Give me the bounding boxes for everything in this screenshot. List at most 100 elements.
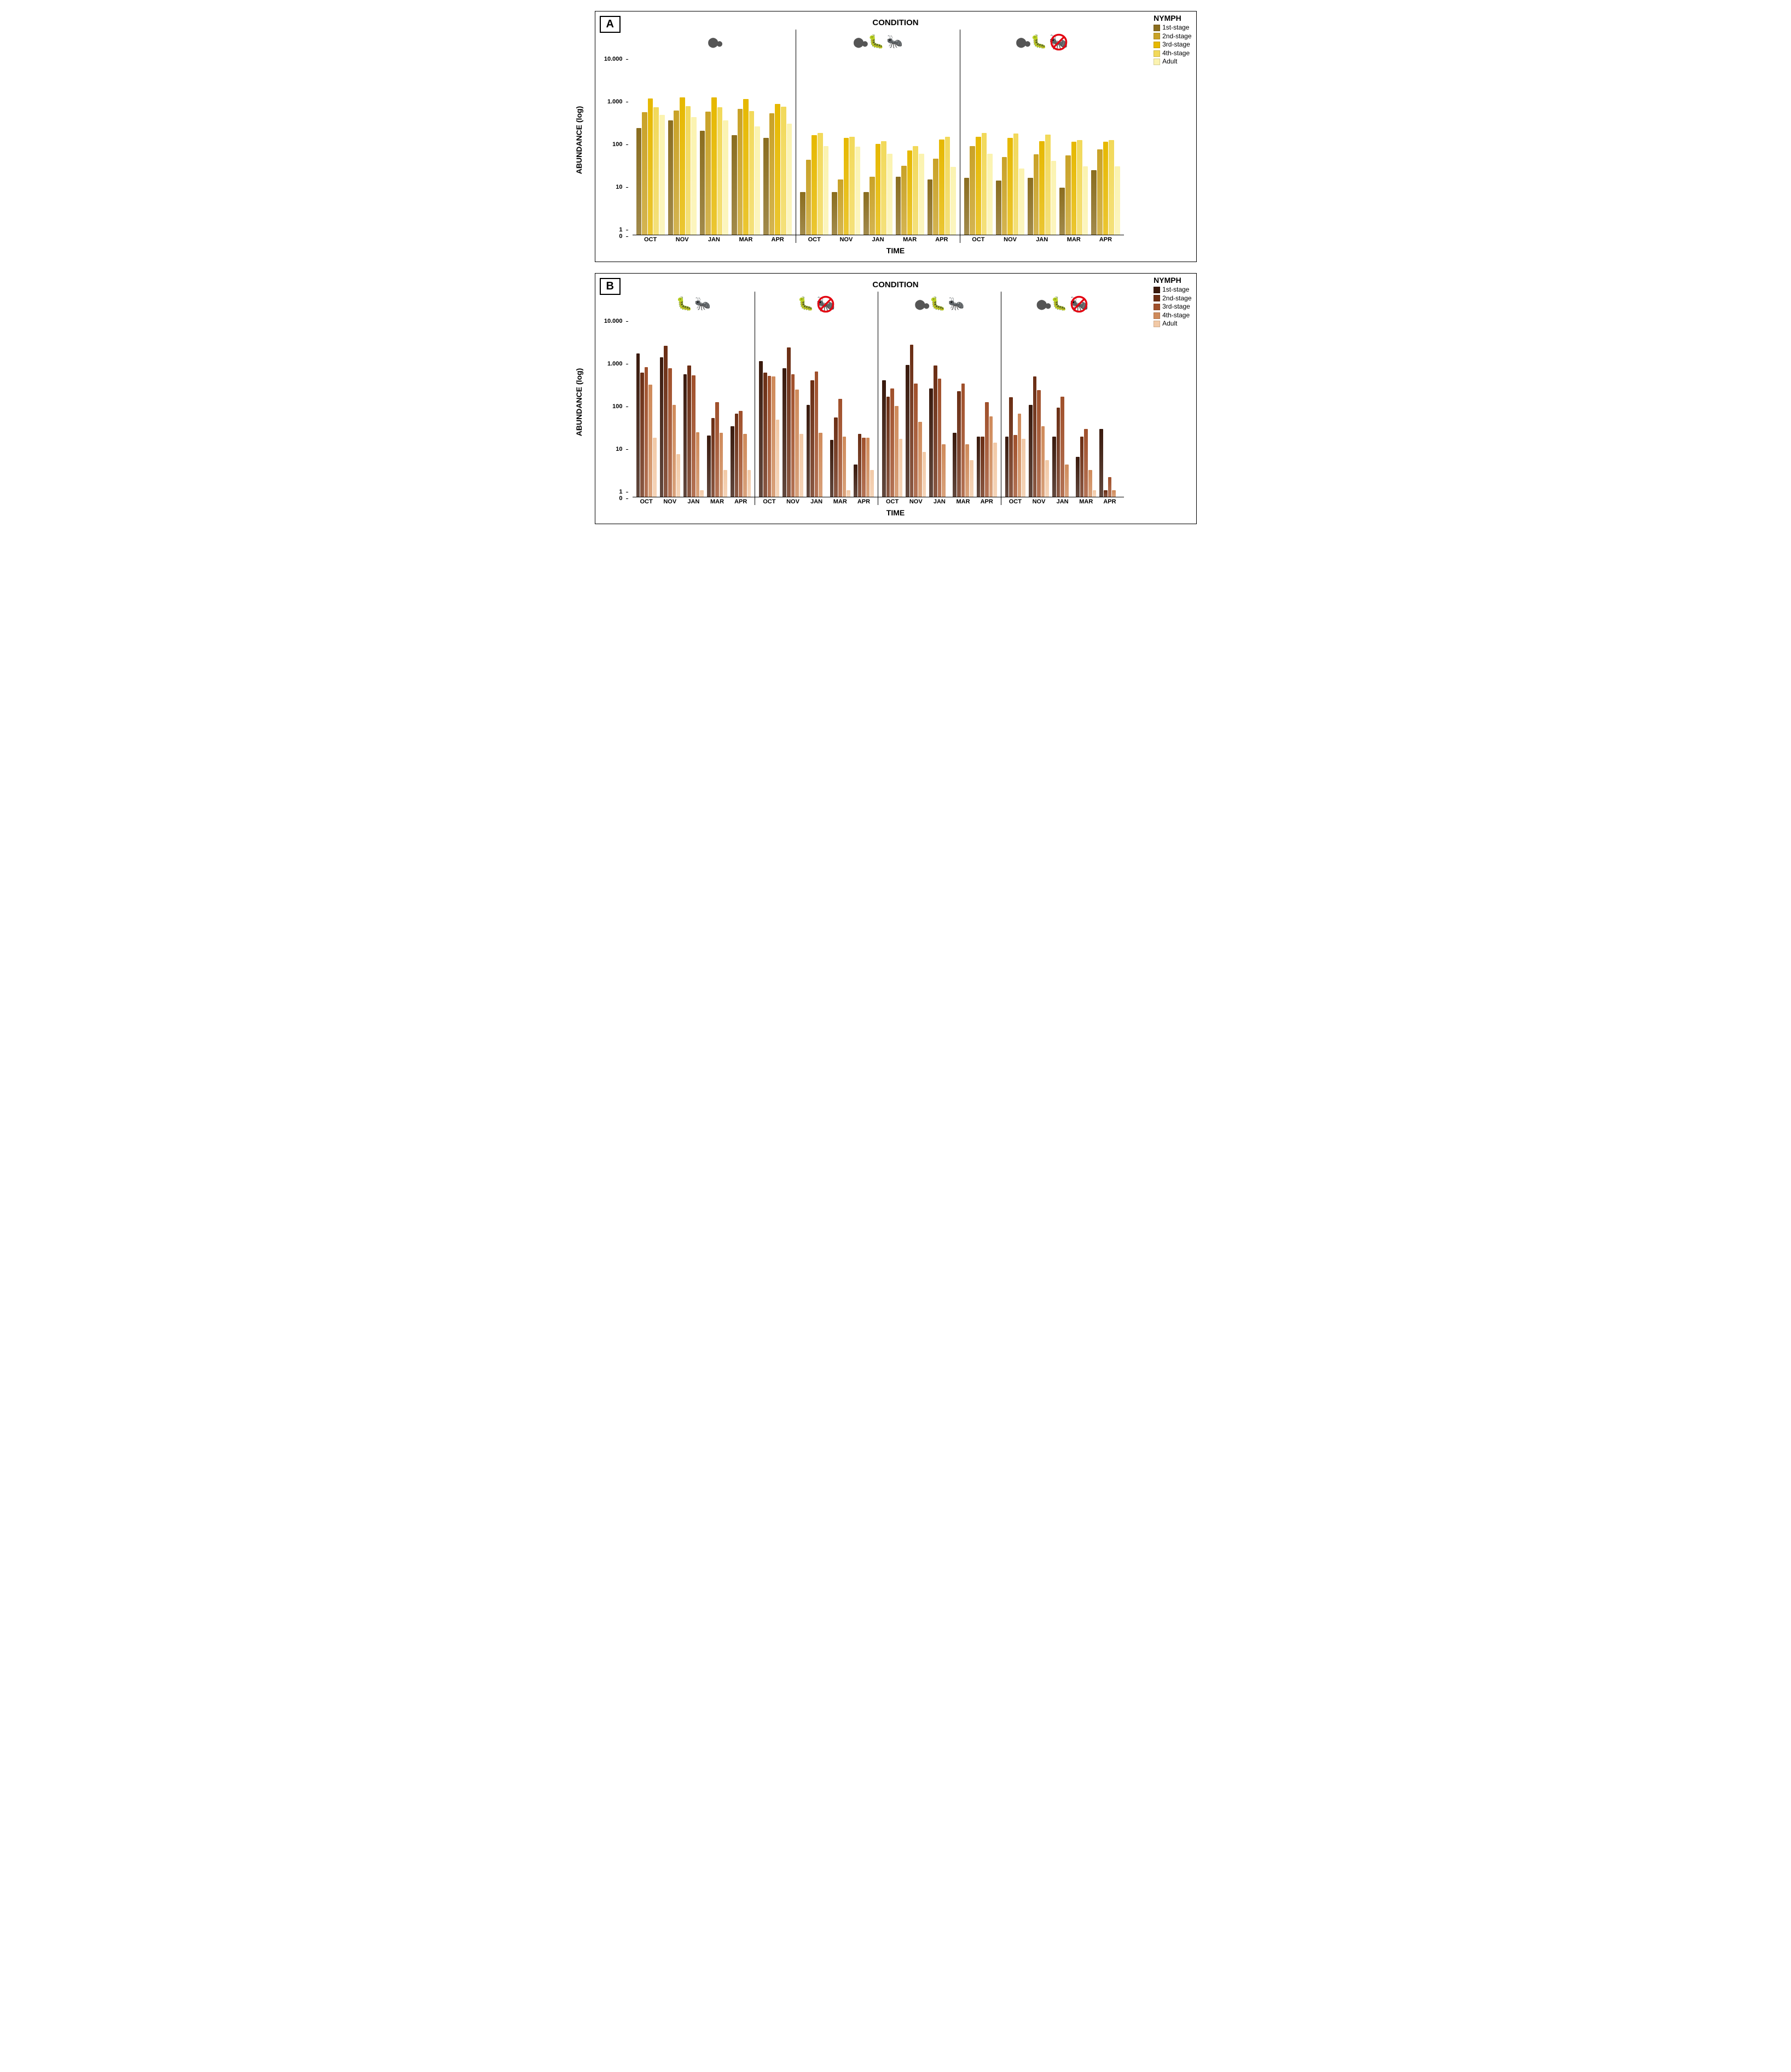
legend-label: 2nd-stage xyxy=(1162,32,1191,41)
bar xyxy=(996,181,1001,235)
subplot: ⬤⬤🐛🐜OCTNOVJANMARAPR xyxy=(878,292,1001,505)
x-tick-label: JAN xyxy=(862,236,894,243)
subplot: 🐛🐜OCTNOVJANMARAPR xyxy=(755,292,878,505)
subplot: ⬤⬤🐛🐜OCTNOVJANMARAPR xyxy=(1001,292,1124,505)
legend: NYMPH1st-stage2nd-stage3rd-stage4th-stag… xyxy=(1154,14,1191,66)
chart-area xyxy=(796,55,960,235)
legend-label: Adult xyxy=(1162,57,1177,66)
condition-icons: ⬤⬤🐛🐜 xyxy=(878,292,1001,317)
bar-group xyxy=(1058,55,1089,235)
bar xyxy=(1077,140,1082,235)
panel-label: B xyxy=(600,278,621,295)
ant-icon: 🐜 xyxy=(694,298,711,311)
bar xyxy=(1088,470,1092,497)
bar xyxy=(970,146,975,235)
bar xyxy=(673,405,676,497)
x-tick-label: OCT xyxy=(1004,498,1027,505)
bar-group xyxy=(926,55,958,235)
x-tick-label: OCT xyxy=(880,498,904,505)
bar xyxy=(866,438,870,497)
chart-area xyxy=(633,317,755,497)
bar xyxy=(711,418,715,497)
bar xyxy=(642,112,647,235)
bar-group xyxy=(666,55,698,235)
bar xyxy=(819,433,822,497)
y-tick: 0 xyxy=(595,233,626,240)
legend-swatch xyxy=(1154,295,1160,301)
legend-swatch xyxy=(1154,321,1160,327)
bar xyxy=(1019,169,1024,235)
x-tick-label: MAR xyxy=(951,498,975,505)
bar xyxy=(824,146,829,235)
bar xyxy=(1033,376,1037,497)
bar xyxy=(668,368,672,497)
bar xyxy=(1007,138,1013,235)
bar xyxy=(913,146,918,235)
x-tick-label: NOV xyxy=(1027,498,1051,505)
bar xyxy=(1076,457,1080,497)
bar xyxy=(674,111,679,235)
bar xyxy=(849,137,855,235)
x-tick-label: JAN xyxy=(698,236,730,243)
bar xyxy=(1109,140,1114,235)
y-tick: 1.000 xyxy=(595,361,626,367)
x-tick-label: JAN xyxy=(1051,498,1074,505)
ant-icon: 🐜 xyxy=(948,298,965,311)
x-tick-label: MAR xyxy=(1074,498,1098,505)
y-axis: ABUNDANCE (log)01101001.00010.000 xyxy=(595,43,626,236)
bar xyxy=(1041,426,1045,497)
y-tick: 100 xyxy=(595,141,626,148)
aphid-icon: 🐛 xyxy=(798,298,814,311)
x-tick-label: NOV xyxy=(666,236,698,243)
condition-icons: 🐛🐜 xyxy=(633,292,755,317)
bar-group xyxy=(951,317,975,497)
bar xyxy=(731,426,734,497)
bar xyxy=(887,154,892,235)
condition-icons: 🐛🐜 xyxy=(755,292,878,317)
x-tick-label: OCT xyxy=(635,498,658,505)
x-tick-label: JAN xyxy=(805,498,828,505)
bar xyxy=(923,452,926,497)
bar-group xyxy=(1074,317,1098,497)
bar xyxy=(1108,477,1112,497)
x-tick-label: NOV xyxy=(830,236,862,243)
bar-group xyxy=(1004,317,1027,497)
bar xyxy=(938,379,942,497)
chart-area xyxy=(878,317,1001,497)
y-axis-label: ABUNDANCE (log) xyxy=(575,368,583,436)
bar xyxy=(982,133,987,235)
bar-group xyxy=(1098,317,1121,497)
y-axis-label: ABUNDANCE (log) xyxy=(575,106,583,173)
bar-group xyxy=(830,55,862,235)
bar xyxy=(810,380,814,497)
bar xyxy=(1051,161,1057,235)
x-tick-label: OCT xyxy=(635,236,666,243)
bar xyxy=(964,178,970,235)
bar xyxy=(934,365,937,497)
bar-group xyxy=(781,317,804,497)
panel-b: BCONDITIONNYMPH1st-stage2nd-stage3rd-sta… xyxy=(595,273,1197,524)
bar xyxy=(648,385,652,497)
bar xyxy=(1104,490,1108,497)
legend-item: Adult xyxy=(1154,320,1191,328)
bar xyxy=(976,137,981,235)
aphid-icon: 🐛 xyxy=(1030,36,1047,49)
chart-area xyxy=(633,55,796,235)
bar xyxy=(830,440,834,497)
seed-icon: ⬤⬤ xyxy=(1016,37,1028,47)
bar xyxy=(886,397,890,497)
bar xyxy=(1065,155,1071,235)
bar xyxy=(838,399,842,497)
bar xyxy=(687,365,691,497)
y-tick: 10.000 xyxy=(595,318,626,324)
bar-group xyxy=(828,317,852,497)
bar xyxy=(1002,157,1007,235)
bar xyxy=(876,144,881,235)
bar xyxy=(705,112,711,235)
bar xyxy=(683,374,687,497)
x-tick-label: APR xyxy=(926,236,958,243)
bar xyxy=(1037,390,1041,497)
legend-title: NYMPH xyxy=(1154,276,1191,285)
bar xyxy=(659,115,665,235)
subplot: ⬤⬤OCTNOVJANMARAPR xyxy=(633,30,796,243)
